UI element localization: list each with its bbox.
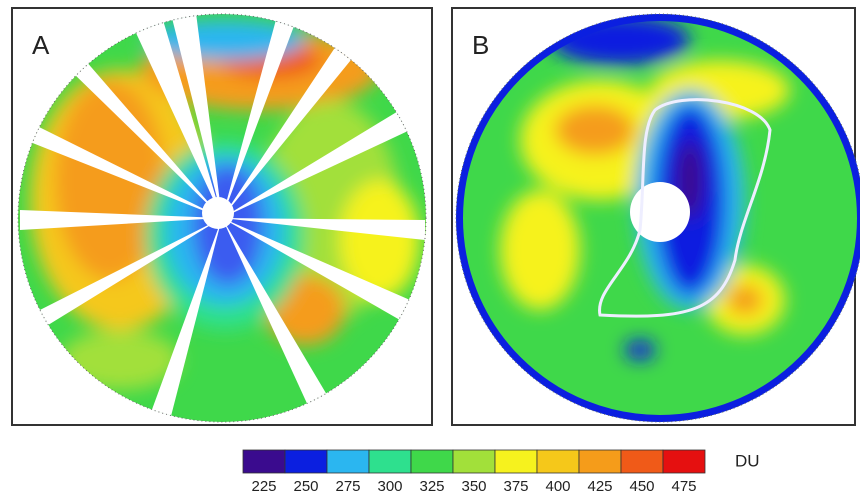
- figure: A B DU 22525: [0, 0, 860, 498]
- colorbar-tick-label: 400: [545, 478, 570, 495]
- panel-a: A: [12, 5, 432, 425]
- colorbar-unit: DU: [735, 451, 760, 470]
- colorbar-tick-label: 275: [335, 478, 360, 495]
- colorbar-tick-label: 425: [587, 478, 612, 495]
- panel-label: B: [472, 30, 489, 60]
- colorbar-box: [663, 450, 705, 473]
- colorbar-box: [453, 450, 495, 473]
- colorbar-tick-label: 300: [377, 478, 402, 495]
- colorbar-box: [285, 450, 327, 473]
- colorbar-box: [369, 450, 411, 473]
- colorbar: DU 225 250 275 300 325 350 375 400 425 450 475: [243, 450, 760, 495]
- colorbar-tick-label: 250: [293, 478, 318, 495]
- colorbar-tick-label: 450: [629, 478, 654, 495]
- colorbar-box: [579, 450, 621, 473]
- map-b: [456, 14, 860, 422]
- panel-label: A: [32, 30, 50, 60]
- colorbar-tick-label: 350: [461, 478, 486, 495]
- colorbar-box: [621, 450, 663, 473]
- colorbar-tick-label: 375: [503, 478, 528, 495]
- colorbar-tick-label: 325: [419, 478, 444, 495]
- colorbar-box: [243, 450, 285, 473]
- colorbar-box: [327, 450, 369, 473]
- colorbar-box: [537, 450, 579, 473]
- colorbar-tick-label: 475: [671, 478, 696, 495]
- panel-b: B: [452, 8, 860, 425]
- colorbar-tick-label: 225: [251, 478, 276, 495]
- colorbar-box: [411, 450, 453, 473]
- colorbar-box: [495, 450, 537, 473]
